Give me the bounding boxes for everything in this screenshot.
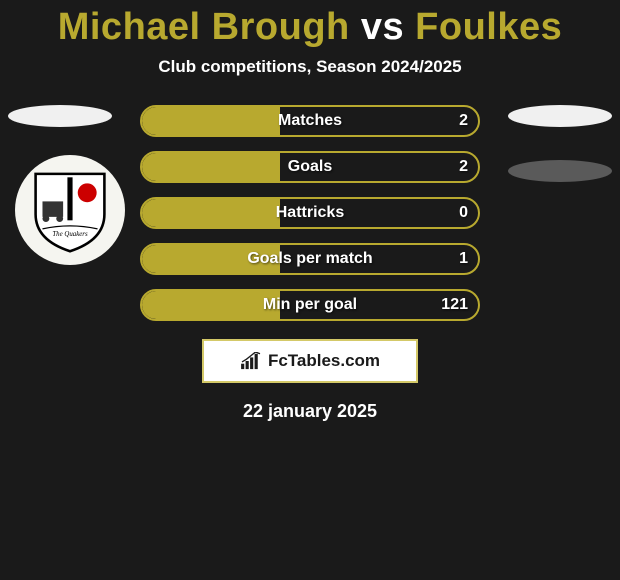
stat-fill-left [142, 107, 280, 135]
stat-label: Min per goal [263, 296, 357, 314]
stat-fill-left [142, 199, 280, 227]
comparison-card: Michael Brough vs Foulkes Club competiti… [0, 0, 620, 422]
stat-fill-left [142, 291, 280, 319]
brand-watermark: FcTables.com [202, 339, 418, 383]
bar-chart-icon [240, 352, 262, 370]
stat-value-right: 2 [459, 112, 468, 130]
player1-club-badge: The Quakers [15, 155, 125, 265]
stat-row: Hattricks 0 [140, 197, 480, 229]
date-label: 22 january 2025 [0, 401, 620, 422]
stat-fill-left [142, 153, 280, 181]
stat-value-right: 0 [459, 204, 468, 222]
stat-label: Matches [278, 112, 342, 130]
vs-text: vs [361, 6, 404, 48]
player1-name: Michael Brough [58, 6, 350, 48]
shield-icon: The Quakers [27, 167, 113, 253]
stat-value-right: 2 [459, 158, 468, 176]
stat-row: Goals 2 [140, 151, 480, 183]
brand-text: FcTables.com [268, 351, 380, 371]
player2-photo-placeholder [508, 105, 612, 127]
stat-label: Hattricks [276, 204, 344, 222]
stat-value-right: 121 [441, 296, 468, 314]
player2-name: Foulkes [415, 6, 562, 48]
stat-row: Min per goal 121 [140, 289, 480, 321]
stat-row: Goals per match 1 [140, 243, 480, 275]
stat-label: Goals [288, 158, 332, 176]
stat-value-right: 1 [459, 250, 468, 268]
club-crest: The Quakers [27, 167, 113, 253]
subtitle: Club competitions, Season 2024/2025 [0, 57, 620, 77]
stat-row: Matches 2 [140, 105, 480, 137]
page-title: Michael Brough vs Foulkes [0, 6, 620, 49]
stats-list: Matches 2 Goals 2 Hattricks 0 Goals per match 1… [140, 105, 480, 321]
stat-label: Goals per match [247, 250, 372, 268]
content-area: The Quakers Matches 2 Goals 2 Hattricks 0 Goal… [0, 105, 620, 422]
player2-club-placeholder [508, 160, 612, 182]
svg-text:The Quakers: The Quakers [52, 231, 88, 238]
player1-photo-placeholder [8, 105, 112, 127]
